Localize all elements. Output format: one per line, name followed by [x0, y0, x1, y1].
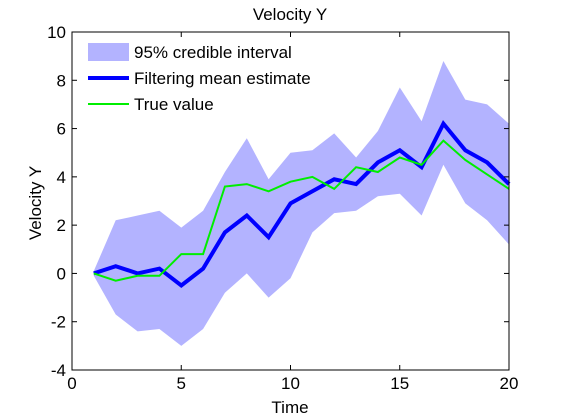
- chart-title: Velocity Y: [253, 5, 327, 24]
- legend: 95% credible interval Filtering mean esti…: [88, 43, 311, 114]
- legend-label-series-1: True value: [134, 95, 214, 114]
- y-tick-label: -2: [51, 313, 66, 332]
- legend-label-band: 95% credible interval: [134, 43, 292, 62]
- y-tick-label: 6: [57, 120, 66, 139]
- plot-area: 0 5 10 15 20 -4 -2 0 2 4 6 8 10: [47, 23, 518, 393]
- x-tick-label: 0: [67, 374, 76, 393]
- y-axis-title: Velocity Y: [26, 166, 45, 240]
- legend-swatch-band: [88, 43, 129, 61]
- x-axis-title: Time: [271, 398, 308, 417]
- y-tick-label: 0: [57, 264, 66, 283]
- y-tick-label: -4: [51, 361, 66, 380]
- y-tick-label: 8: [57, 71, 66, 90]
- x-tick-label: 5: [177, 374, 186, 393]
- legend-label-series-0: Filtering mean estimate: [134, 69, 311, 88]
- y-tick-label: 4: [57, 168, 66, 187]
- x-tick-label: 20: [500, 374, 519, 393]
- y-tick-label: 2: [57, 216, 66, 235]
- x-tick-label: 15: [390, 374, 409, 393]
- x-tick-label: 10: [281, 374, 300, 393]
- y-tick-label: 10: [47, 23, 66, 42]
- series-line-1: [93, 139, 510, 282]
